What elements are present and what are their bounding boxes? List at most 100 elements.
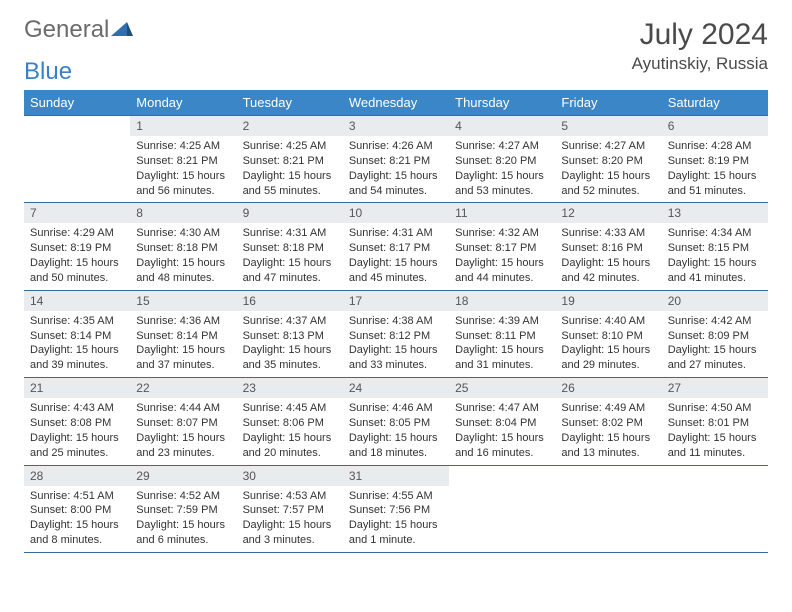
daylight-text: Daylight: 15 hours bbox=[243, 431, 337, 446]
day-data: Sunrise: 4:32 AMSunset: 8:17 PMDaylight:… bbox=[449, 223, 555, 289]
day-number: 20 bbox=[662, 291, 768, 311]
day-data: Sunrise: 4:46 AMSunset: 8:05 PMDaylight:… bbox=[343, 398, 449, 464]
daylight-text: and 6 minutes. bbox=[136, 533, 230, 548]
daylight-text: Daylight: 15 hours bbox=[561, 431, 655, 446]
weekday-header: Tuesday bbox=[237, 90, 343, 116]
day-data: Sunrise: 4:47 AMSunset: 8:04 PMDaylight:… bbox=[449, 398, 555, 464]
sunrise-text: Sunrise: 4:26 AM bbox=[349, 139, 443, 154]
logo: General bbox=[24, 18, 133, 42]
day-data bbox=[555, 472, 661, 479]
sunset-text: Sunset: 8:02 PM bbox=[561, 416, 655, 431]
day-data: Sunrise: 4:27 AMSunset: 8:20 PMDaylight:… bbox=[449, 136, 555, 202]
weekday-header: Thursday bbox=[449, 90, 555, 116]
calendar-week-row: 7Sunrise: 4:29 AMSunset: 8:19 PMDaylight… bbox=[24, 203, 768, 290]
daylight-text: Daylight: 15 hours bbox=[349, 169, 443, 184]
daylight-text: Daylight: 15 hours bbox=[349, 431, 443, 446]
day-number: 12 bbox=[555, 203, 661, 223]
daylight-text: and 8 minutes. bbox=[30, 533, 124, 548]
day-data bbox=[24, 122, 130, 129]
sunrise-text: Sunrise: 4:27 AM bbox=[455, 139, 549, 154]
calendar-week-row: 28Sunrise: 4:51 AMSunset: 8:00 PMDayligh… bbox=[24, 465, 768, 552]
sunrise-text: Sunrise: 4:53 AM bbox=[243, 489, 337, 504]
sunrise-text: Sunrise: 4:34 AM bbox=[668, 226, 762, 241]
daylight-text: and 50 minutes. bbox=[30, 271, 124, 286]
sunrise-text: Sunrise: 4:31 AM bbox=[243, 226, 337, 241]
calendar-day-cell: 29Sunrise: 4:52 AMSunset: 7:59 PMDayligh… bbox=[130, 465, 236, 552]
calendar-day-cell: 5Sunrise: 4:27 AMSunset: 8:20 PMDaylight… bbox=[555, 116, 661, 203]
daylight-text: Daylight: 15 hours bbox=[455, 169, 549, 184]
daylight-text: and 55 minutes. bbox=[243, 184, 337, 199]
day-data: Sunrise: 4:25 AMSunset: 8:21 PMDaylight:… bbox=[237, 136, 343, 202]
sunrise-text: Sunrise: 4:43 AM bbox=[30, 401, 124, 416]
daylight-text: Daylight: 15 hours bbox=[561, 256, 655, 271]
daylight-text: Daylight: 15 hours bbox=[136, 169, 230, 184]
day-data: Sunrise: 4:34 AMSunset: 8:15 PMDaylight:… bbox=[662, 223, 768, 289]
sunset-text: Sunset: 7:56 PM bbox=[349, 503, 443, 518]
day-number: 8 bbox=[130, 203, 236, 223]
daylight-text: and 16 minutes. bbox=[455, 446, 549, 461]
calendar-week-row: 21Sunrise: 4:43 AMSunset: 8:08 PMDayligh… bbox=[24, 378, 768, 465]
calendar-day-cell: 16Sunrise: 4:37 AMSunset: 8:13 PMDayligh… bbox=[237, 290, 343, 377]
sunrise-text: Sunrise: 4:36 AM bbox=[136, 314, 230, 329]
day-data: Sunrise: 4:51 AMSunset: 8:00 PMDaylight:… bbox=[24, 486, 130, 552]
daylight-text: Daylight: 15 hours bbox=[243, 169, 337, 184]
day-data: Sunrise: 4:37 AMSunset: 8:13 PMDaylight:… bbox=[237, 311, 343, 377]
daylight-text: Daylight: 15 hours bbox=[561, 343, 655, 358]
calendar-day-cell: 6Sunrise: 4:28 AMSunset: 8:19 PMDaylight… bbox=[662, 116, 768, 203]
day-number: 28 bbox=[24, 466, 130, 486]
calendar-day-cell: 7Sunrise: 4:29 AMSunset: 8:19 PMDaylight… bbox=[24, 203, 130, 290]
day-number: 14 bbox=[24, 291, 130, 311]
daylight-text: Daylight: 15 hours bbox=[30, 431, 124, 446]
sunset-text: Sunset: 8:12 PM bbox=[349, 329, 443, 344]
sunset-text: Sunset: 8:21 PM bbox=[349, 154, 443, 169]
sunset-text: Sunset: 8:13 PM bbox=[243, 329, 337, 344]
calendar-day-cell: 15Sunrise: 4:36 AMSunset: 8:14 PMDayligh… bbox=[130, 290, 236, 377]
daylight-text: Daylight: 15 hours bbox=[30, 256, 124, 271]
daylight-text: Daylight: 15 hours bbox=[136, 343, 230, 358]
day-number: 11 bbox=[449, 203, 555, 223]
sunset-text: Sunset: 8:17 PM bbox=[455, 241, 549, 256]
day-data: Sunrise: 4:31 AMSunset: 8:18 PMDaylight:… bbox=[237, 223, 343, 289]
sunset-text: Sunset: 8:06 PM bbox=[243, 416, 337, 431]
calendar-day-cell bbox=[662, 465, 768, 552]
day-data: Sunrise: 4:25 AMSunset: 8:21 PMDaylight:… bbox=[130, 136, 236, 202]
calendar-day-cell: 18Sunrise: 4:39 AMSunset: 8:11 PMDayligh… bbox=[449, 290, 555, 377]
daylight-text: Daylight: 15 hours bbox=[30, 518, 124, 533]
day-number: 17 bbox=[343, 291, 449, 311]
sunrise-text: Sunrise: 4:25 AM bbox=[243, 139, 337, 154]
daylight-text: Daylight: 15 hours bbox=[668, 431, 762, 446]
day-number: 30 bbox=[237, 466, 343, 486]
sunset-text: Sunset: 8:07 PM bbox=[136, 416, 230, 431]
day-data: Sunrise: 4:45 AMSunset: 8:06 PMDaylight:… bbox=[237, 398, 343, 464]
day-number: 18 bbox=[449, 291, 555, 311]
sunset-text: Sunset: 8:19 PM bbox=[30, 241, 124, 256]
daylight-text: Daylight: 15 hours bbox=[243, 518, 337, 533]
sunset-text: Sunset: 8:19 PM bbox=[668, 154, 762, 169]
daylight-text: Daylight: 15 hours bbox=[243, 256, 337, 271]
daylight-text: and 25 minutes. bbox=[30, 446, 124, 461]
daylight-text: and 33 minutes. bbox=[349, 358, 443, 373]
daylight-text: Daylight: 15 hours bbox=[668, 343, 762, 358]
weekday-header-row: Sunday Monday Tuesday Wednesday Thursday… bbox=[24, 90, 768, 116]
sunset-text: Sunset: 8:21 PM bbox=[136, 154, 230, 169]
day-data: Sunrise: 4:30 AMSunset: 8:18 PMDaylight:… bbox=[130, 223, 236, 289]
sunset-text: Sunset: 8:20 PM bbox=[455, 154, 549, 169]
calendar-day-cell bbox=[24, 116, 130, 203]
day-data: Sunrise: 4:53 AMSunset: 7:57 PMDaylight:… bbox=[237, 486, 343, 552]
sunrise-text: Sunrise: 4:28 AM bbox=[668, 139, 762, 154]
daylight-text: Daylight: 15 hours bbox=[30, 343, 124, 358]
sunrise-text: Sunrise: 4:50 AM bbox=[668, 401, 762, 416]
sunset-text: Sunset: 8:15 PM bbox=[668, 241, 762, 256]
day-number: 13 bbox=[662, 203, 768, 223]
day-number: 5 bbox=[555, 116, 661, 136]
calendar-day-cell: 24Sunrise: 4:46 AMSunset: 8:05 PMDayligh… bbox=[343, 378, 449, 465]
day-data: Sunrise: 4:36 AMSunset: 8:14 PMDaylight:… bbox=[130, 311, 236, 377]
calendar-day-cell: 11Sunrise: 4:32 AMSunset: 8:17 PMDayligh… bbox=[449, 203, 555, 290]
daylight-text: and 54 minutes. bbox=[349, 184, 443, 199]
day-number: 31 bbox=[343, 466, 449, 486]
weekday-header: Saturday bbox=[662, 90, 768, 116]
day-data: Sunrise: 4:29 AMSunset: 8:19 PMDaylight:… bbox=[24, 223, 130, 289]
daylight-text: and 44 minutes. bbox=[455, 271, 549, 286]
sunrise-text: Sunrise: 4:49 AM bbox=[561, 401, 655, 416]
daylight-text: Daylight: 15 hours bbox=[455, 431, 549, 446]
